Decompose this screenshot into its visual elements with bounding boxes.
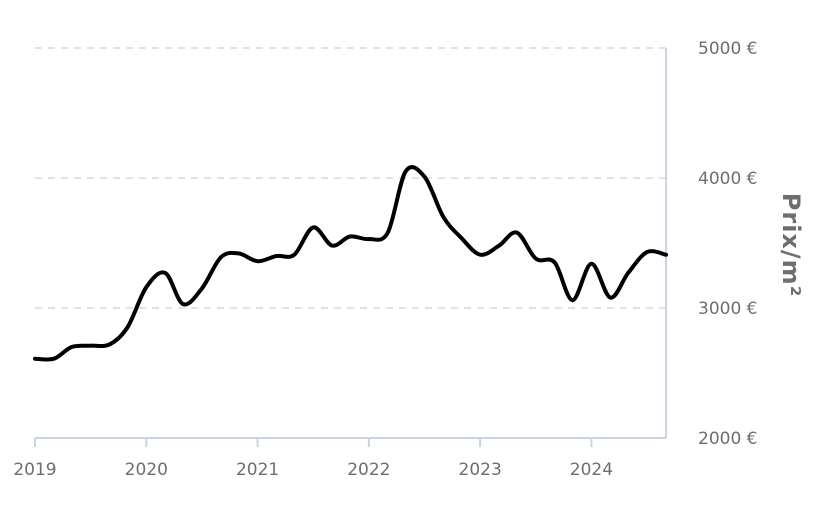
x-tick-label-2023: 2023 <box>459 460 502 480</box>
label-layer: 2019 2020 2021 2022 2023 2024 2000 € 3000 € 4000… <box>13 39 757 480</box>
x-tick-label-2024: 2024 <box>570 460 613 480</box>
y-tick-label-2000: 2000 € <box>698 429 757 449</box>
grid-layer <box>35 47 666 309</box>
series-line-0 <box>33 165 668 362</box>
series-layer <box>33 165 668 362</box>
y-tick-label-5000: 5000 € <box>698 39 757 59</box>
x-tick-label-2020: 2020 <box>125 460 168 480</box>
y-axis-title: Prix/m² <box>777 193 805 297</box>
x-tick-label-2021: 2021 <box>236 460 279 480</box>
axis-layer <box>34 48 667 447</box>
y-tick-label-3000: 3000 € <box>698 299 757 319</box>
y-tick-label-4000: 4000 € <box>698 169 757 189</box>
x-tick-label-2019: 2019 <box>13 460 56 480</box>
x-tick-label-2022: 2022 <box>347 460 390 480</box>
